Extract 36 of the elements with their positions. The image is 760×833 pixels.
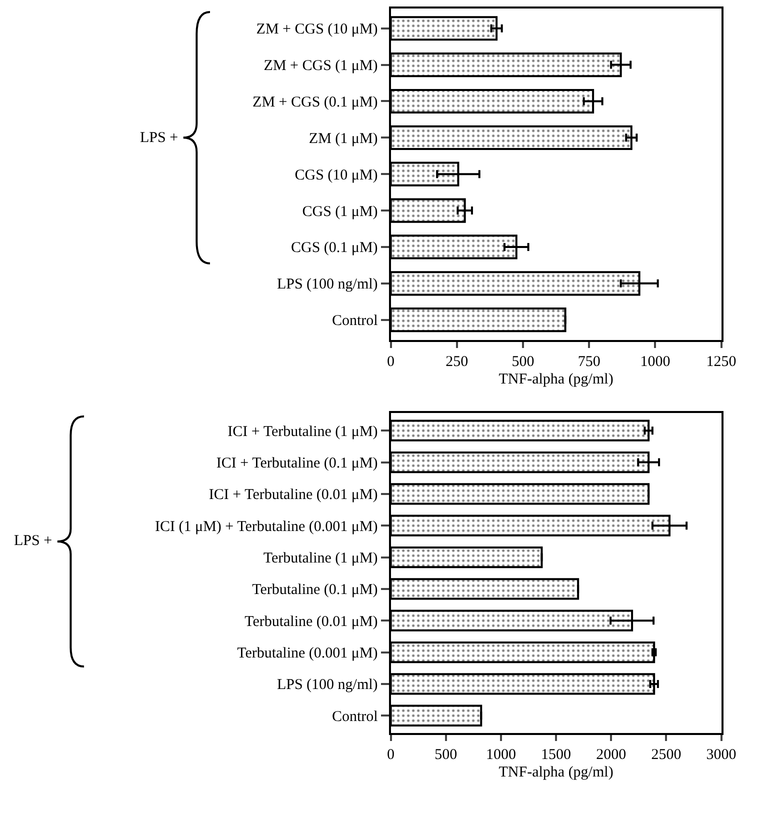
y-tick-label: Terbutaline (0.001 μM) [237,646,378,662]
text: LPS + [140,130,178,146]
y-tick-label: CGS (10 μM) [294,167,378,184]
y-tick-label: ZM + CGS (1 μM) [264,58,378,74]
y-tick-label: ZM (1 μM) [308,130,378,147]
x-tick-label: 750 [578,354,600,370]
y-tick-label: ICI (1 μM) + Terbutaline (0.001 μM) [155,518,378,535]
y-tick-label: LPS (100 ng/ml) [276,276,378,293]
x-axis-title: TNF-alpha (pg/ml) [498,371,614,388]
y-tick-label: Terbutaline (0.01 μM) [244,614,378,630]
x-tick-label: 0 [387,747,395,764]
x-tick-label: 2500 [651,747,682,764]
y-tick-label: ICI + Terbutaline (0.01 μM) [208,487,378,504]
x-tick-label: 1000 [640,354,670,370]
y-tick-label: CGS (1 μM) [302,204,378,220]
x-axis-title: TNF-alpha (pg/ml) [498,764,614,781]
y-tick-label: ZM + CGS (0.1 μM) [252,94,378,110]
x-tick-label: 1000 [486,747,516,764]
x-tick-label: 3000 [706,747,736,764]
y-tick-label: CGS (0.1 μM) [290,240,378,256]
y-tick-label: ZM + CGS (10 μM) [256,22,378,38]
y-tick-label: Terbutaline (1 μM) [263,550,378,567]
x-tick-label: 500 [512,354,534,370]
x-tick-label: 1250 [706,354,736,370]
y-tick-label: Control [332,708,378,725]
x-tick-label: 500 [434,747,458,764]
y-tick-label: ICI + Terbutaline (0.1 μM) [216,456,378,472]
x-tick-label: 2000 [596,747,626,764]
y-tick-label: ICI + Terbutaline (1 μM) [228,424,378,440]
x-tick-label: 1500 [541,747,572,764]
x-tick-label: 250 [446,354,468,370]
y-tick-label: Control [332,313,378,330]
x-tick-label: 0 [387,354,395,370]
y-tick-label: Terbutaline (0.1 μM) [252,582,378,598]
y-tick-label: LPS (100 ng/ml) [276,677,378,694]
text: LPS + [14,533,52,549]
